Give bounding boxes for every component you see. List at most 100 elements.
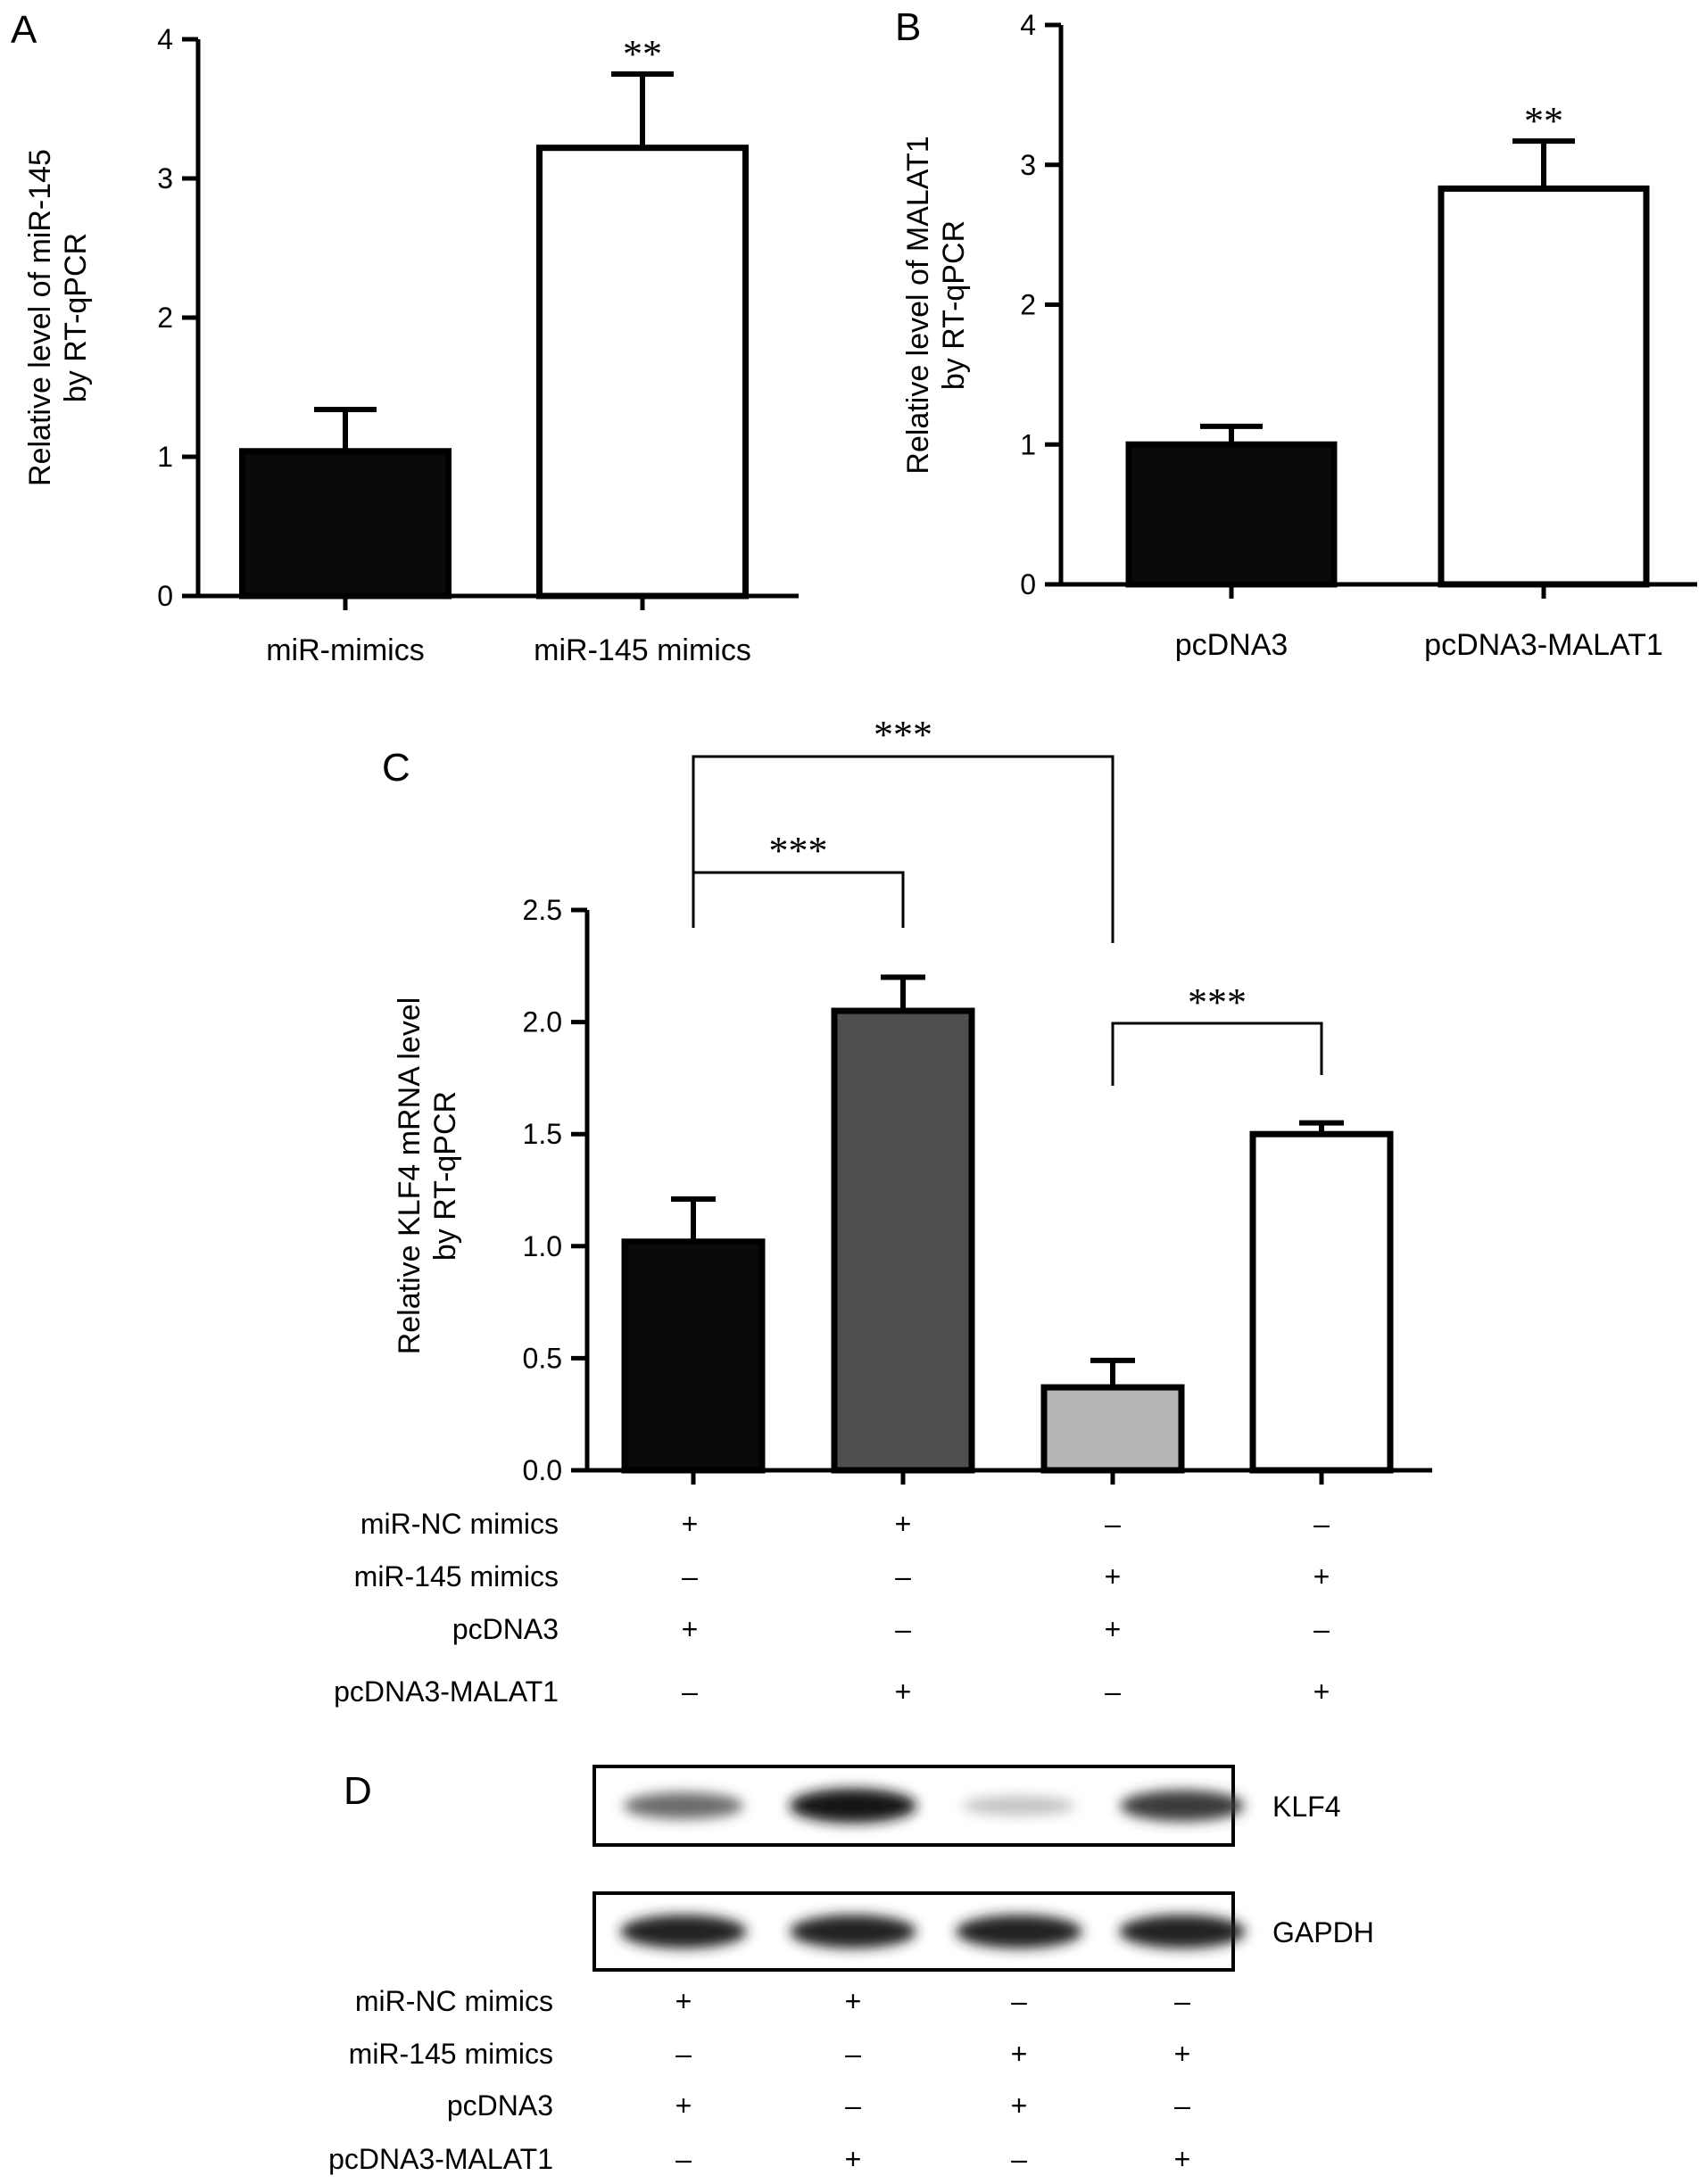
- cond-d-cell-1-2: +: [1011, 2038, 1028, 2070]
- y-tick-label-c-2: 1.0: [523, 1230, 562, 1262]
- chart-c: 0.0 0.5 1.0 1.5 2.0 2.5 Relative KLF4 mRNA lev…: [393, 713, 1432, 1486]
- cond-d-cell-0-2: –: [1011, 1985, 1027, 2017]
- bar-c-2: [1040, 1384, 1185, 1474]
- y-tick-label-c-4: 2.0: [523, 1006, 562, 1038]
- significance-marker-b-0: **: [1524, 99, 1563, 143]
- y-axis-label-b: Relative level of MALAT1by RT-qPCR: [901, 136, 971, 474]
- y-tick-label-a-2: 2: [157, 302, 173, 334]
- cond-c-cell-3-0: –: [682, 1675, 698, 1708]
- category-label-a-0: miR-mimics: [266, 633, 425, 667]
- cond-c-cell-2-2: +: [1105, 1613, 1122, 1645]
- significance-marker-a-0: **: [623, 32, 662, 76]
- cond-c-row-label-3: pcDNA3-MALAT1: [334, 1675, 559, 1708]
- cond-c-cell-1-1: –: [895, 1560, 911, 1592]
- cond-d-row-label-1: miR-145 mimics: [349, 2038, 553, 2070]
- y-axis-label-a: Relative level of miR-145by RT-qPCR: [23, 149, 93, 486]
- cond-d-cell-0-0: +: [675, 1985, 692, 2017]
- panel-label-a: A: [11, 8, 37, 52]
- blot-label-klf4: KLF4: [1272, 1791, 1340, 1823]
- significance-bracket-0: [692, 871, 905, 928]
- cond-d-cell-3-1: +: [845, 2143, 862, 2175]
- western-blot-d: KLF4 GAPDH: [592, 1765, 1374, 1972]
- blot-band-klf4-3: [1120, 1790, 1245, 1822]
- bar-b-1: [1438, 185, 1650, 588]
- cond-d-cell-2-1: –: [845, 2089, 861, 2122]
- cond-c-cell-3-1: +: [895, 1675, 912, 1708]
- cond-c-cell-0-0: +: [682, 1508, 699, 1540]
- y-axis-label-line: Relative KLF4 mRNA level: [393, 997, 427, 1355]
- cond-d-cell-1-0: –: [675, 2038, 692, 2070]
- cond-c-cell-1-2: +: [1105, 1560, 1122, 1592]
- y-axis-label-line: by RT-qPCR: [937, 220, 971, 390]
- blot-band-gapdh-1: [790, 1915, 916, 1948]
- cond-d-cell-1-3: +: [1174, 2038, 1191, 2070]
- y-tick-label-b-3: 3: [1020, 149, 1036, 181]
- y-axis-label-line: by RT-qPCR: [59, 233, 93, 402]
- bar-a-0: [239, 448, 452, 600]
- chart-b: 0 1 2 3 4 pcDNA3 pcDNA3-MALAT1 Relative level o…: [901, 9, 1697, 662]
- cond-c-cell-1-0: –: [682, 1560, 698, 1592]
- cond-c-row-label-1: miR-145 mimics: [354, 1560, 559, 1592]
- bracket-label-2: ***: [1188, 980, 1247, 1024]
- chart-a: 0 1 2 3 4 miR-mimics miR-145 mimics Relative le…: [23, 23, 799, 667]
- bar-a-1: [536, 145, 749, 600]
- significance-bracket-2: [1111, 1022, 1323, 1086]
- cond-d-cell-0-1: +: [845, 1985, 862, 2017]
- bar-c-3: [1249, 1130, 1394, 1474]
- y-tick-label-b-4: 4: [1020, 9, 1036, 41]
- y-tick-label-a-4: 4: [157, 23, 173, 55]
- cond-c-cell-0-3: –: [1313, 1508, 1330, 1540]
- cond-c-cell-0-1: +: [895, 1508, 912, 1540]
- bracket-label-0: ***: [769, 829, 828, 873]
- cond-d-cell-2-2: +: [1011, 2089, 1028, 2122]
- condition-table-c: miR-NC mimics + + – – miR-145 mimics – – + + pcDNA…: [334, 1508, 1330, 1708]
- y-tick-label-b-2: 2: [1020, 289, 1036, 321]
- panel-label-c: C: [382, 746, 410, 790]
- panel-label-b: B: [895, 5, 921, 49]
- y-tick-label-a-1: 1: [157, 441, 173, 473]
- y-axis-label-line: Relative level of MALAT1: [901, 136, 935, 474]
- y-tick-label-b-1: 1: [1020, 428, 1036, 460]
- category-label-b-0: pcDNA3: [1175, 628, 1289, 662]
- cond-d-cell-0-3: –: [1174, 1985, 1190, 2017]
- blot-band-gapdh-2: [956, 1915, 1082, 1948]
- bracket-label-1: ***: [874, 713, 932, 757]
- y-tick-label-a-0: 0: [157, 580, 173, 612]
- blot-band-gapdh-3: [1119, 1915, 1246, 1948]
- category-label-b-1: pcDNA3-MALAT1: [1424, 628, 1663, 662]
- y-tick-label-b-0: 0: [1020, 568, 1036, 600]
- panel-label-d: D: [344, 1769, 372, 1813]
- y-axis-label-line: by RT-qPCR: [428, 1091, 462, 1261]
- cond-c-cell-2-3: –: [1313, 1613, 1330, 1645]
- cond-d-row-label-0: miR-NC mimics: [355, 1985, 553, 2017]
- category-label-a-1: miR-145 mimics: [534, 633, 751, 667]
- cond-c-row-label-0: miR-NC mimics: [360, 1508, 559, 1540]
- cond-c-cell-3-2: –: [1105, 1675, 1121, 1708]
- cond-d-cell-2-0: +: [675, 2089, 692, 2122]
- blot-label-gapdh: GAPDH: [1272, 1916, 1374, 1948]
- cond-d-cell-1-1: –: [845, 2038, 861, 2070]
- cond-d-cell-3-2: –: [1011, 2143, 1027, 2175]
- y-axis-label-c: Relative KLF4 mRNA levelby RT-qPCR: [393, 997, 462, 1355]
- y-axis-label-line: Relative level of miR-145: [23, 149, 57, 486]
- cond-c-cell-1-3: +: [1313, 1560, 1330, 1592]
- y-tick-label-c-5: 2.5: [523, 894, 562, 926]
- blot-band-gapdh-0: [620, 1915, 747, 1948]
- cond-c-cell-2-1: –: [895, 1613, 911, 1645]
- y-tick-label-a-3: 3: [157, 162, 173, 194]
- cond-d-cell-3-3: +: [1174, 2143, 1191, 2175]
- cond-d-row-label-2: pcDNA3: [447, 2089, 553, 2122]
- cond-d-cell-3-0: –: [675, 2143, 692, 2175]
- y-tick-label-c-3: 1.5: [523, 1118, 562, 1150]
- blot-band-klf4-2: [963, 1796, 1075, 1816]
- bar-c-0: [621, 1238, 766, 1474]
- cond-d-cell-2-3: –: [1174, 2089, 1190, 2122]
- cond-c-cell-0-2: –: [1105, 1508, 1121, 1540]
- blot-band-klf4-0: [623, 1791, 744, 1820]
- bar-b-0: [1125, 441, 1338, 588]
- cond-c-row-label-2: pcDNA3: [452, 1613, 559, 1645]
- cond-c-cell-3-3: +: [1313, 1675, 1330, 1708]
- condition-table-d: miR-NC mimics + + – – miR-145 mimics – – + + pcDNA…: [328, 1985, 1190, 2175]
- cond-c-cell-2-0: +: [682, 1613, 699, 1645]
